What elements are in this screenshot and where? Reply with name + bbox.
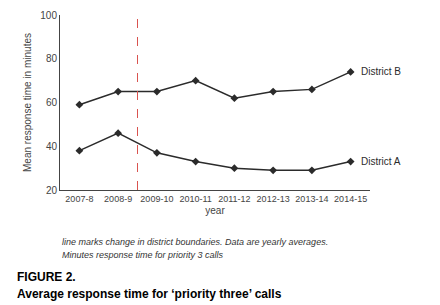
svg-text:2008-9: 2008-9 — [104, 194, 132, 204]
svg-text:2009-10: 2009-10 — [140, 194, 173, 204]
svg-text:2010-11: 2010-11 — [179, 194, 211, 204]
svg-text:20: 20 — [46, 185, 58, 196]
svg-text:year: year — [205, 205, 225, 216]
svg-text:2011-12: 2011-12 — [218, 194, 250, 204]
svg-text:line marks change in district: line marks change in district boundaries… — [62, 237, 328, 247]
svg-text:60: 60 — [46, 97, 58, 108]
svg-text:District A: District A — [361, 156, 401, 167]
svg-text:Minutes response time for prio: Minutes response time for priority 3 cal… — [62, 250, 224, 260]
svg-text:2013-14: 2013-14 — [295, 194, 328, 204]
svg-text:District B: District B — [361, 66, 401, 77]
svg-text:100: 100 — [40, 10, 57, 21]
svg-text:Mean response time in minutes: Mean response time in minutes — [22, 33, 33, 172]
svg-text:2014-15: 2014-15 — [334, 194, 367, 204]
svg-text:2012-13: 2012-13 — [257, 194, 290, 204]
svg-text:40: 40 — [46, 141, 58, 152]
svg-text:80: 80 — [46, 53, 58, 64]
svg-text:FIGURE 2.: FIGURE 2. — [17, 270, 76, 284]
svg-text:Average response time for ‘pri: Average response time for ‘priority thre… — [17, 287, 282, 301]
svg-text:2007-8: 2007-8 — [65, 194, 93, 204]
